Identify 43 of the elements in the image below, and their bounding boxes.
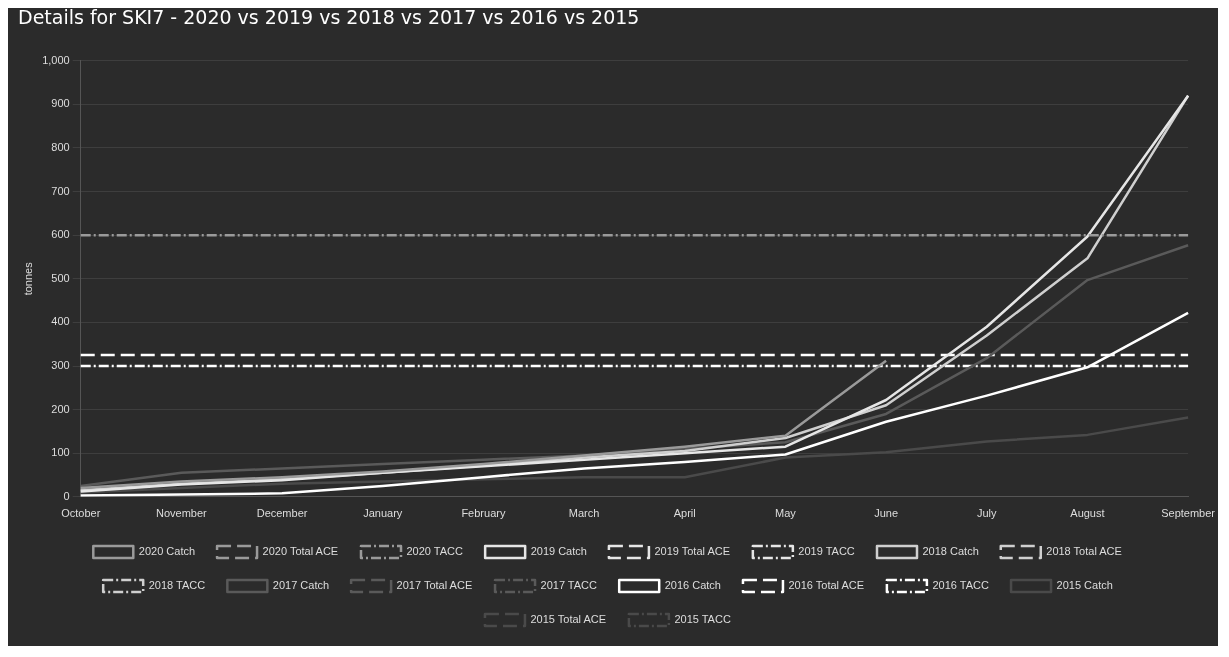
x-tick-label: October — [61, 507, 101, 520]
y-tick-label: 300 — [51, 359, 70, 372]
legend-label: 2017 Total ACE — [396, 579, 473, 592]
x-tick-label: January — [363, 507, 403, 520]
legend-label: 2018 Total ACE — [1046, 545, 1122, 558]
legend-label: 2015 TACC — [674, 613, 731, 626]
x-tick-label: December — [256, 507, 308, 520]
legend-label: 2020 Catch — [138, 545, 196, 558]
y-tick-label: 100 — [51, 446, 70, 459]
y-tick-label: 900 — [51, 97, 70, 110]
x-tick-label: March — [568, 507, 600, 520]
y-tick-label: 700 — [51, 184, 70, 197]
x-tick-label: February — [461, 507, 506, 520]
x-tick-label: April — [673, 507, 696, 520]
legend-label: 2016 Total ACE — [788, 579, 865, 592]
legend-label: 2017 Catch — [272, 579, 330, 592]
legend-label: 2019 Total ACE — [654, 545, 731, 558]
x-tick-label: August — [1070, 507, 1105, 520]
legend-label: 2016 TACC — [932, 579, 989, 592]
legend-label: 2020 TACC — [406, 545, 464, 558]
chart-title: Details for SKI7 - 2020 vs 2019 vs 2018 vs 2017 vs 2016 vs 2015 — [18, 6, 640, 29]
x-tick-label: November — [156, 507, 208, 520]
y-tick-label: 200 — [51, 402, 70, 415]
legend-label: 2018 TACC — [148, 579, 206, 592]
legend-label: 2017 TACC — [540, 579, 598, 592]
y-tick-label: 500 — [51, 271, 70, 284]
y-tick-label: 1,000 — [42, 53, 70, 66]
y-tick-label: 800 — [51, 141, 70, 154]
legend-label: 2019 TACC — [798, 545, 855, 558]
y-tick-label: 600 — [51, 228, 70, 241]
y-axis-title: tonnes — [21, 261, 34, 296]
y-tick-label: 400 — [51, 315, 70, 328]
y-tick-label: 0 — [63, 489, 70, 502]
legend-label: 2016 Catch — [664, 579, 721, 592]
legend-label: 2018 Catch — [922, 545, 979, 558]
x-tick-label: June — [874, 507, 899, 520]
x-tick-label: September — [1161, 507, 1216, 520]
legend-label: 2020 Total ACE — [262, 545, 339, 558]
legend-label: 2019 Catch — [530, 545, 587, 558]
x-tick-label: May — [775, 507, 797, 520]
legend-label: 2015 Catch — [1056, 579, 1113, 592]
legend-label: 2015 Total ACE — [530, 613, 607, 626]
x-tick-label: July — [976, 507, 998, 520]
